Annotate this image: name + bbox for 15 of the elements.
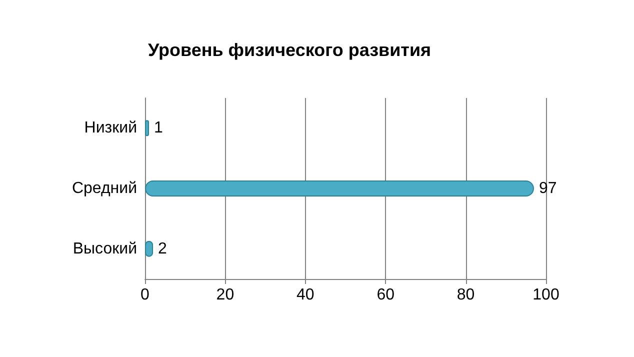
x-tick-label: 0 [140,286,150,304]
data-label: 2 [158,240,168,258]
data-label: 97 [538,180,557,197]
data-label: 1 [154,120,164,137]
x-tick-label: 100 [532,286,560,304]
bar [145,180,534,196]
y-tick-label: Высокий [72,240,137,258]
y-tick-label: Средний [72,180,137,197]
bar [145,120,150,136]
chart-title: Уровень физического развития [148,40,432,60]
x-tick-label: 20 [216,286,234,304]
x-tick-label: 40 [296,286,314,304]
x-tick-label: 60 [376,286,395,304]
y-tick-label: Низкий [84,120,137,137]
x-tick-label: 80 [456,286,475,304]
